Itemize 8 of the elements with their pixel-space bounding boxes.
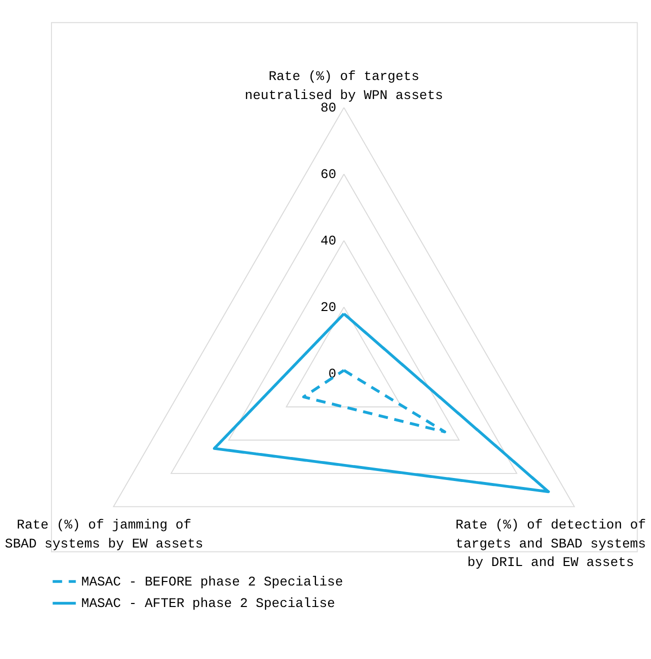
y-tick-label: 20 bbox=[320, 300, 336, 315]
y-tick-label: 60 bbox=[320, 166, 336, 182]
spoke-label: Rate (%) of jamming of SBAD systems by EW assets bbox=[4, 517, 204, 552]
legend-label: MASAC - BEFORE phase 2 Specialise bbox=[81, 574, 344, 590]
y-tick-label: 0 bbox=[328, 366, 336, 382]
spoke-label: Rate (%) of detection of targets and SBAD systems by DRIL and EW assets bbox=[456, 517, 646, 570]
y-tick-label: 40 bbox=[320, 233, 336, 248]
legend-label: MASAC - AFTER phase 2 Specialise bbox=[81, 596, 336, 612]
